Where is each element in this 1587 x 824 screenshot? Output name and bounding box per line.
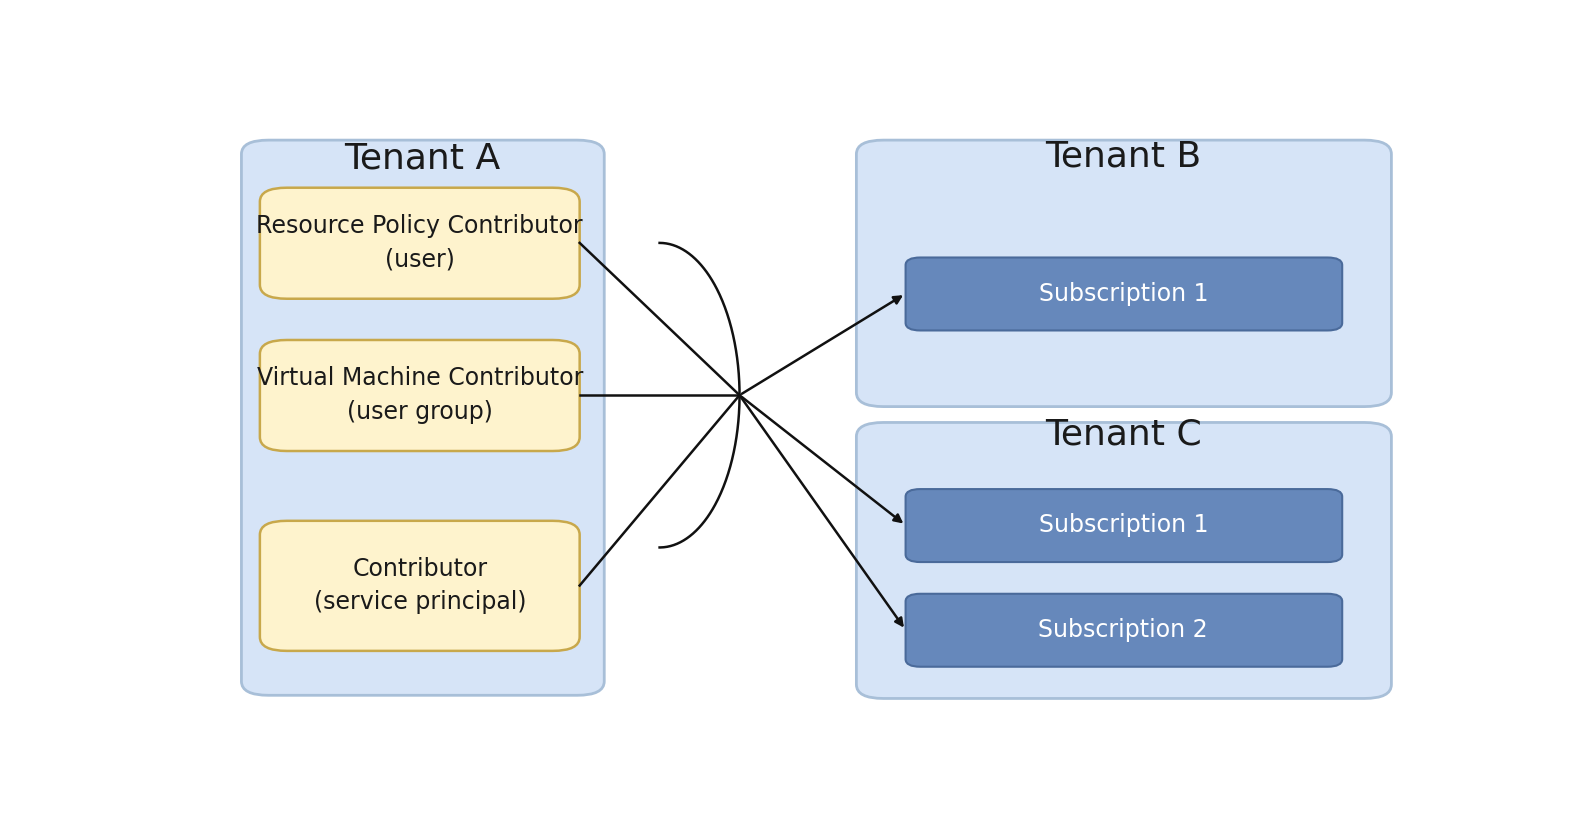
Text: Subscription 1: Subscription 1 [1038, 282, 1208, 306]
Text: Tenant C: Tenant C [1044, 417, 1201, 451]
Text: Subscription 1: Subscription 1 [1038, 513, 1208, 537]
Text: Resource Policy Contributor
(user): Resource Policy Contributor (user) [257, 214, 582, 272]
FancyBboxPatch shape [260, 340, 579, 451]
Text: Tenant B: Tenant B [1046, 140, 1201, 174]
Text: Contributor
(service principal): Contributor (service principal) [314, 557, 525, 614]
FancyBboxPatch shape [241, 140, 605, 695]
FancyBboxPatch shape [906, 594, 1343, 667]
FancyBboxPatch shape [857, 140, 1392, 406]
Text: Subscription 2: Subscription 2 [1038, 618, 1208, 642]
FancyBboxPatch shape [906, 258, 1343, 330]
Text: Tenant A: Tenant A [344, 141, 500, 175]
FancyBboxPatch shape [906, 489, 1343, 562]
FancyBboxPatch shape [260, 521, 579, 651]
Text: Virtual Machine Contributor
(user group): Virtual Machine Contributor (user group) [257, 367, 582, 424]
FancyBboxPatch shape [260, 188, 579, 299]
FancyBboxPatch shape [857, 423, 1392, 699]
